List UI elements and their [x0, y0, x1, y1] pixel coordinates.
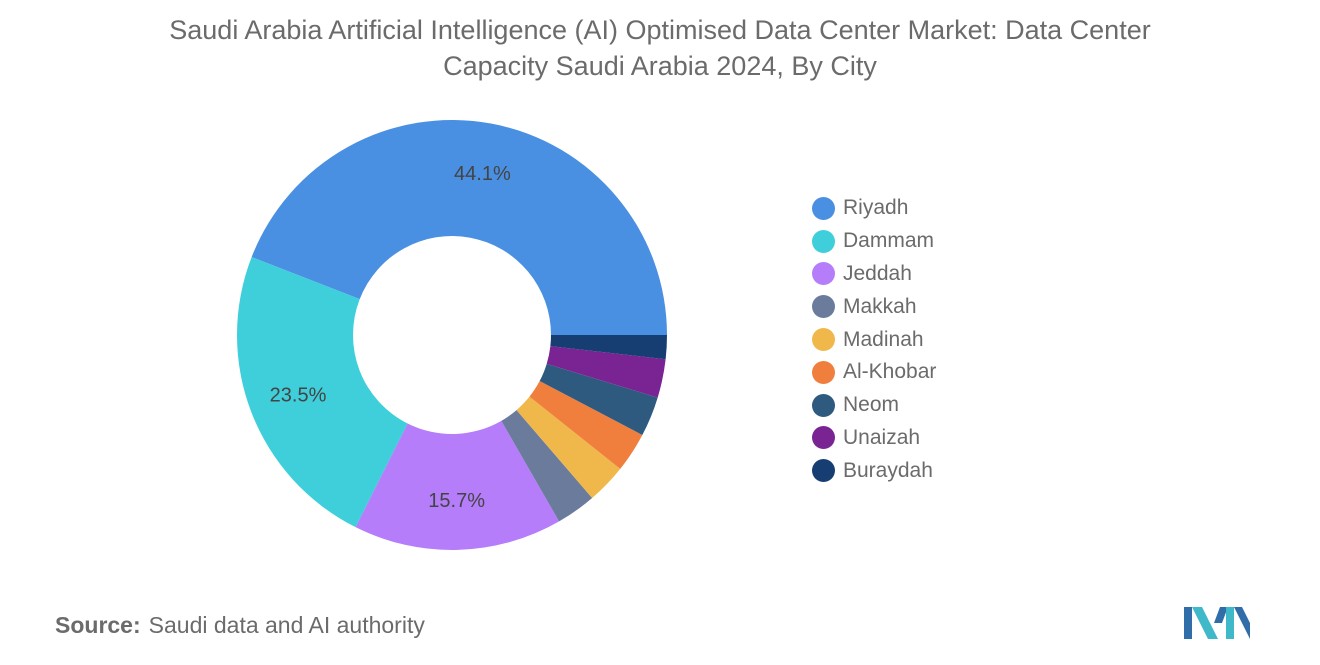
legend-label: Makkah — [843, 294, 917, 318]
legend-label: Jeddah — [843, 261, 912, 285]
legend-item-neom: Neom — [812, 389, 936, 422]
slice-buraydah — [550, 335, 667, 360]
slice-unaizah — [546, 346, 666, 398]
legend-label: Neom — [843, 393, 900, 417]
legend-swatch — [812, 426, 835, 450]
slice-madinah — [516, 396, 621, 499]
legend-item-buraydah: Buraydah — [812, 454, 936, 487]
data-label-jeddah: 15.7% — [428, 490, 485, 512]
legend-item-jeddah: Jeddah — [812, 258, 936, 291]
slice-jeddah — [355, 420, 560, 550]
legend-label: Buraydah — [843, 458, 933, 482]
legend-swatch — [812, 360, 835, 384]
legend-label: Dammam — [843, 229, 935, 253]
legend-label: Riyadh — [843, 196, 909, 220]
chart-legend: Riyadh Dammam Jeddah Makkah Madinah Al-Khobar… — [812, 192, 936, 487]
legend-label: Madinah — [843, 327, 924, 351]
slice-makkah — [501, 410, 593, 522]
legend-item-unaizah: Unaizah — [812, 422, 936, 455]
legend-item-madinah: Madinah — [812, 323, 936, 356]
data-label-dammam: 23.5% — [270, 384, 327, 406]
legend-label: Al-Khobar — [843, 360, 937, 384]
legend-item-makkah: Makkah — [812, 290, 936, 323]
chart-title: Saudi Arabia Artificial Intelligence (AI… — [169, 15, 1151, 81]
source-label: Source: — [55, 612, 141, 638]
legend-swatch — [812, 295, 835, 319]
legend-swatch — [812, 328, 835, 352]
source-text: Saudi data and AI authority — [148, 612, 425, 638]
legend-item-riyadh: Riyadh — [812, 192, 936, 225]
slice-neom — [539, 363, 658, 436]
legend-item-al-khobar: Al-Khobar — [812, 356, 936, 389]
legend-item-dammam: Dammam — [812, 225, 936, 258]
slice-dammam — [237, 257, 408, 528]
slice-al-khobar — [529, 381, 643, 469]
company-logo — [1184, 607, 1250, 639]
legend-label: Unaizah — [843, 425, 921, 449]
legend-swatch — [812, 393, 835, 417]
legend-swatch — [812, 262, 835, 286]
source-note: Source: Saudi data and AI authority — [55, 612, 425, 639]
legend-swatch — [812, 459, 835, 483]
legend-swatch — [812, 229, 835, 253]
slice-riyadh — [251, 119, 667, 335]
legend-swatch — [812, 196, 835, 220]
data-label-riyadh: 44.1% — [454, 163, 511, 185]
